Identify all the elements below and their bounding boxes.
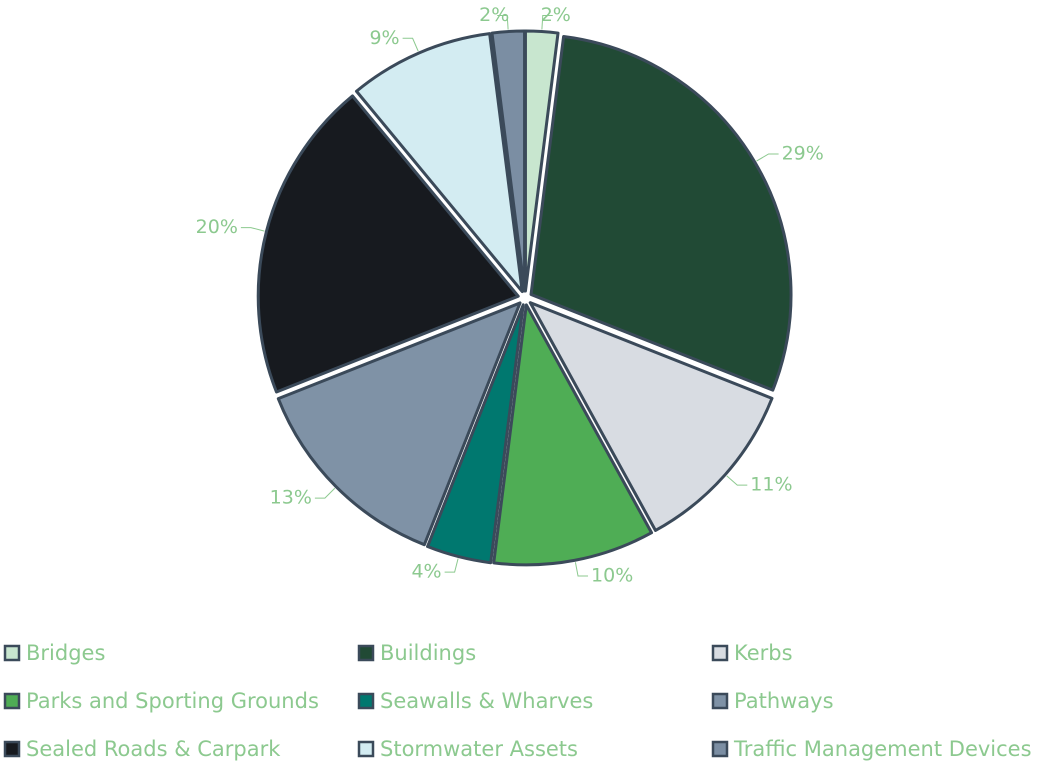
legend-label: Parks and Sporting Grounds [26, 689, 319, 713]
data-label: 2% [479, 4, 509, 26]
pie-slice [354, 32, 524, 294]
legend-swatch [711, 644, 729, 662]
legend-label: Sealed Roads & Carpark [26, 737, 281, 761]
legend-label: Bridges [26, 641, 105, 665]
legend-swatch [357, 692, 375, 710]
data-label: 29% [782, 142, 824, 164]
data-label: 20% [196, 216, 238, 238]
legend-label: Stormwater Assets [380, 737, 578, 761]
legend-swatch [711, 740, 729, 758]
leader-line [314, 487, 336, 499]
pie-slice [529, 34, 793, 392]
leader-line [756, 153, 779, 162]
leader-line [726, 475, 748, 486]
pie-slice [528, 301, 774, 532]
legend-swatch [357, 644, 375, 662]
legend-swatch [3, 692, 21, 710]
leader-line [497, 15, 509, 30]
leader-line [402, 37, 419, 52]
leader-line [240, 227, 265, 232]
data-label: 9% [369, 27, 399, 49]
legend-label: Seawalls & Wharves [380, 689, 593, 713]
legend-swatch [3, 740, 21, 758]
legend-label: Kerbs [734, 641, 793, 665]
leader-line [574, 562, 589, 577]
legend-swatch [711, 692, 729, 710]
data-label: 13% [270, 487, 312, 509]
legend-swatch [357, 740, 375, 758]
data-label: 11% [750, 474, 792, 496]
legend-label: Pathways [734, 689, 834, 713]
legend-label: Buildings [380, 641, 476, 665]
data-label: 2% [541, 4, 571, 26]
legend-swatch [3, 644, 21, 662]
pie-slice [492, 303, 654, 567]
data-label: 4% [411, 561, 441, 583]
pie-slice [426, 303, 525, 565]
pie-slice [256, 94, 520, 394]
data-label: 10% [591, 564, 633, 586]
pie-slice [490, 29, 527, 293]
leader-line [541, 15, 553, 30]
legend-label: Traffic Management Devices [733, 737, 1032, 761]
pie-slice [276, 301, 522, 547]
leader-line [444, 558, 459, 573]
